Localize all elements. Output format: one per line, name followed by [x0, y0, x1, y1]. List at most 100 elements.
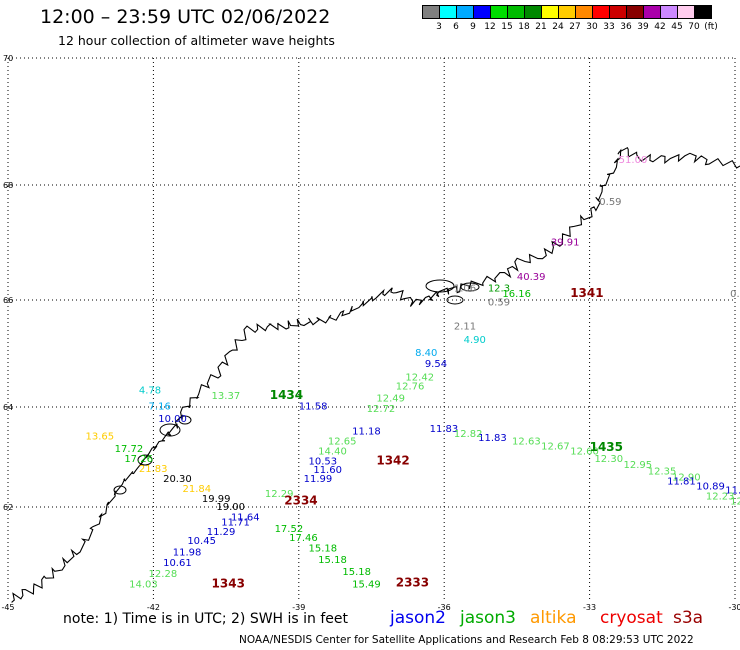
pass-time-label: 2333: [396, 575, 429, 589]
color-scale-swatch: [456, 5, 474, 19]
wave-height-value: 15.49: [352, 580, 381, 591]
wave-height-value: 12.95: [624, 460, 653, 471]
wave-height-value: 12.23: [706, 492, 735, 503]
wave-height-value: 10.89: [696, 482, 725, 493]
wave-height-value: 12.76: [396, 381, 425, 392]
color-scale-swatch: [473, 5, 491, 19]
color-scale-swatch: [558, 5, 576, 19]
color-scale-swatch: [439, 5, 457, 19]
color-scale-swatch: [524, 5, 542, 19]
satellite-jason2-label: jason2: [390, 608, 446, 628]
wave-height-value: 10.45: [187, 536, 216, 547]
wave-height-value: 11.58: [299, 402, 328, 413]
wave-height-value: 12.60: [570, 447, 599, 458]
wave-height-value: 12.65: [328, 437, 357, 448]
color-scale-swatch: [643, 5, 661, 19]
wave-height-value: 11.81: [667, 477, 696, 488]
lat-tick-label: 64: [3, 403, 13, 412]
color-scale-swatch: [677, 5, 695, 19]
wave-height-value: 39.91: [551, 237, 580, 248]
map-grid: [7, 57, 736, 600]
map-title: 12:00 – 23:59 UTC 02/06/2022: [40, 6, 331, 28]
satellite-s3a-label: s3a: [673, 608, 704, 628]
color-scale-label: 27: [569, 22, 581, 32]
wave-height-value: 4.78: [139, 386, 161, 397]
color-scale-swatch: [592, 5, 610, 19]
lon-tick-label: -45: [1, 603, 14, 612]
wave-height-value: 7.16: [149, 402, 171, 413]
island-outline: [425, 279, 455, 293]
color-scale-swatch: [660, 5, 678, 19]
wave-height-value: 11.71: [221, 518, 250, 529]
wave-height-value: 2.11: [454, 321, 476, 332]
pass-time-label: 1435: [590, 440, 623, 454]
coastline-path: [11, 146, 740, 603]
color-scale-label: 15: [501, 22, 513, 32]
island-outline: [446, 295, 464, 305]
island-outline: [113, 485, 127, 495]
color-scale-swatch: [626, 5, 644, 19]
color-scale-swatch: [575, 5, 593, 19]
wave-height-value: 15.18: [318, 555, 347, 566]
wave-height-value: 40.39: [517, 272, 546, 283]
wave-height-value: 11.81: [725, 486, 740, 497]
axis-tick-labels: 70 68 66 64 62 -45 -42 -39 -36 -33 -30: [1, 54, 740, 612]
wave-height-value: 11.83: [478, 433, 507, 444]
wave-height-value: 12.49: [376, 394, 405, 405]
satellite-jason3-label: jason3: [460, 608, 516, 628]
wave-height-value: 51.00: [619, 155, 648, 166]
color-scale-label: 42: [654, 22, 666, 32]
color-scale-label: 9: [470, 22, 476, 32]
lon-tick-label: -30: [728, 603, 740, 612]
color-scale-label: 45: [671, 22, 683, 32]
satellite-cryosat-label: cryosat: [600, 608, 663, 628]
wave-height-value: 11.83: [430, 424, 459, 435]
satellite-altika-label: altika: [530, 608, 577, 628]
wave-height-value: 0.5: [730, 289, 740, 300]
lat-tick-label: 66: [3, 296, 13, 305]
color-scale-swatch: [490, 5, 508, 19]
wave-height-value: 21.84: [182, 484, 211, 495]
wave-height-value: 17.72: [115, 444, 144, 455]
wave-height-value: 15.18: [308, 544, 337, 555]
color-scale-swatch: [694, 5, 712, 19]
wave-height-value: 17.46: [289, 533, 318, 544]
wave-height-value: 10.53: [308, 457, 337, 468]
lon-tick-label: -42: [147, 603, 160, 612]
wave-height-value: 11.98: [173, 547, 202, 558]
wave-height-value: 11.60: [313, 465, 342, 476]
wave-height-value: 14.40: [318, 447, 347, 458]
pass-time-label: 1434: [270, 388, 303, 402]
footer-note: note: 1) Time is in UTC; 2) SWH is in fe…: [63, 611, 349, 627]
wave-height-value: 19.00: [216, 502, 245, 513]
lat-tick-label: 70: [3, 54, 13, 63]
wave-height-value: 12.28: [149, 569, 178, 580]
wave-height-value: 12.3: [488, 283, 510, 294]
color-scale-label: 70: [688, 22, 700, 32]
color-scale-bar: [422, 5, 712, 19]
wave-height-value: 9.54: [425, 359, 447, 370]
wave-height-value: 11.29: [207, 527, 236, 538]
color-scale-label: 39: [637, 22, 649, 32]
color-scale-label: 12: [484, 22, 496, 32]
wave-height-value: 11.64: [231, 513, 260, 524]
color-scale-label: 36: [620, 22, 632, 32]
pass-time-label: 1342: [376, 454, 409, 468]
color-scale-swatch: [507, 5, 525, 19]
island-outline: [178, 415, 192, 425]
wave-height-value: 1.06: [454, 283, 476, 294]
wave-height-value: 10.00: [158, 414, 187, 425]
wave-height-value: 12.30: [594, 454, 623, 465]
wave-height-value: 12.67: [541, 442, 570, 453]
color-scale-swatch: [609, 5, 627, 19]
color-scale-label: 30: [586, 22, 598, 32]
color-scale-swatch: [422, 5, 440, 19]
color-scale-label: 18: [518, 22, 530, 32]
wave-height-value: 12.42: [405, 372, 434, 383]
wave-height-value: 16.16: [502, 289, 531, 300]
wave-height-value: 12.82: [454, 429, 483, 440]
wave-height-value: 10.61: [163, 558, 192, 569]
wave-height-value: 12.63: [512, 437, 541, 448]
island-outline: [137, 454, 153, 466]
